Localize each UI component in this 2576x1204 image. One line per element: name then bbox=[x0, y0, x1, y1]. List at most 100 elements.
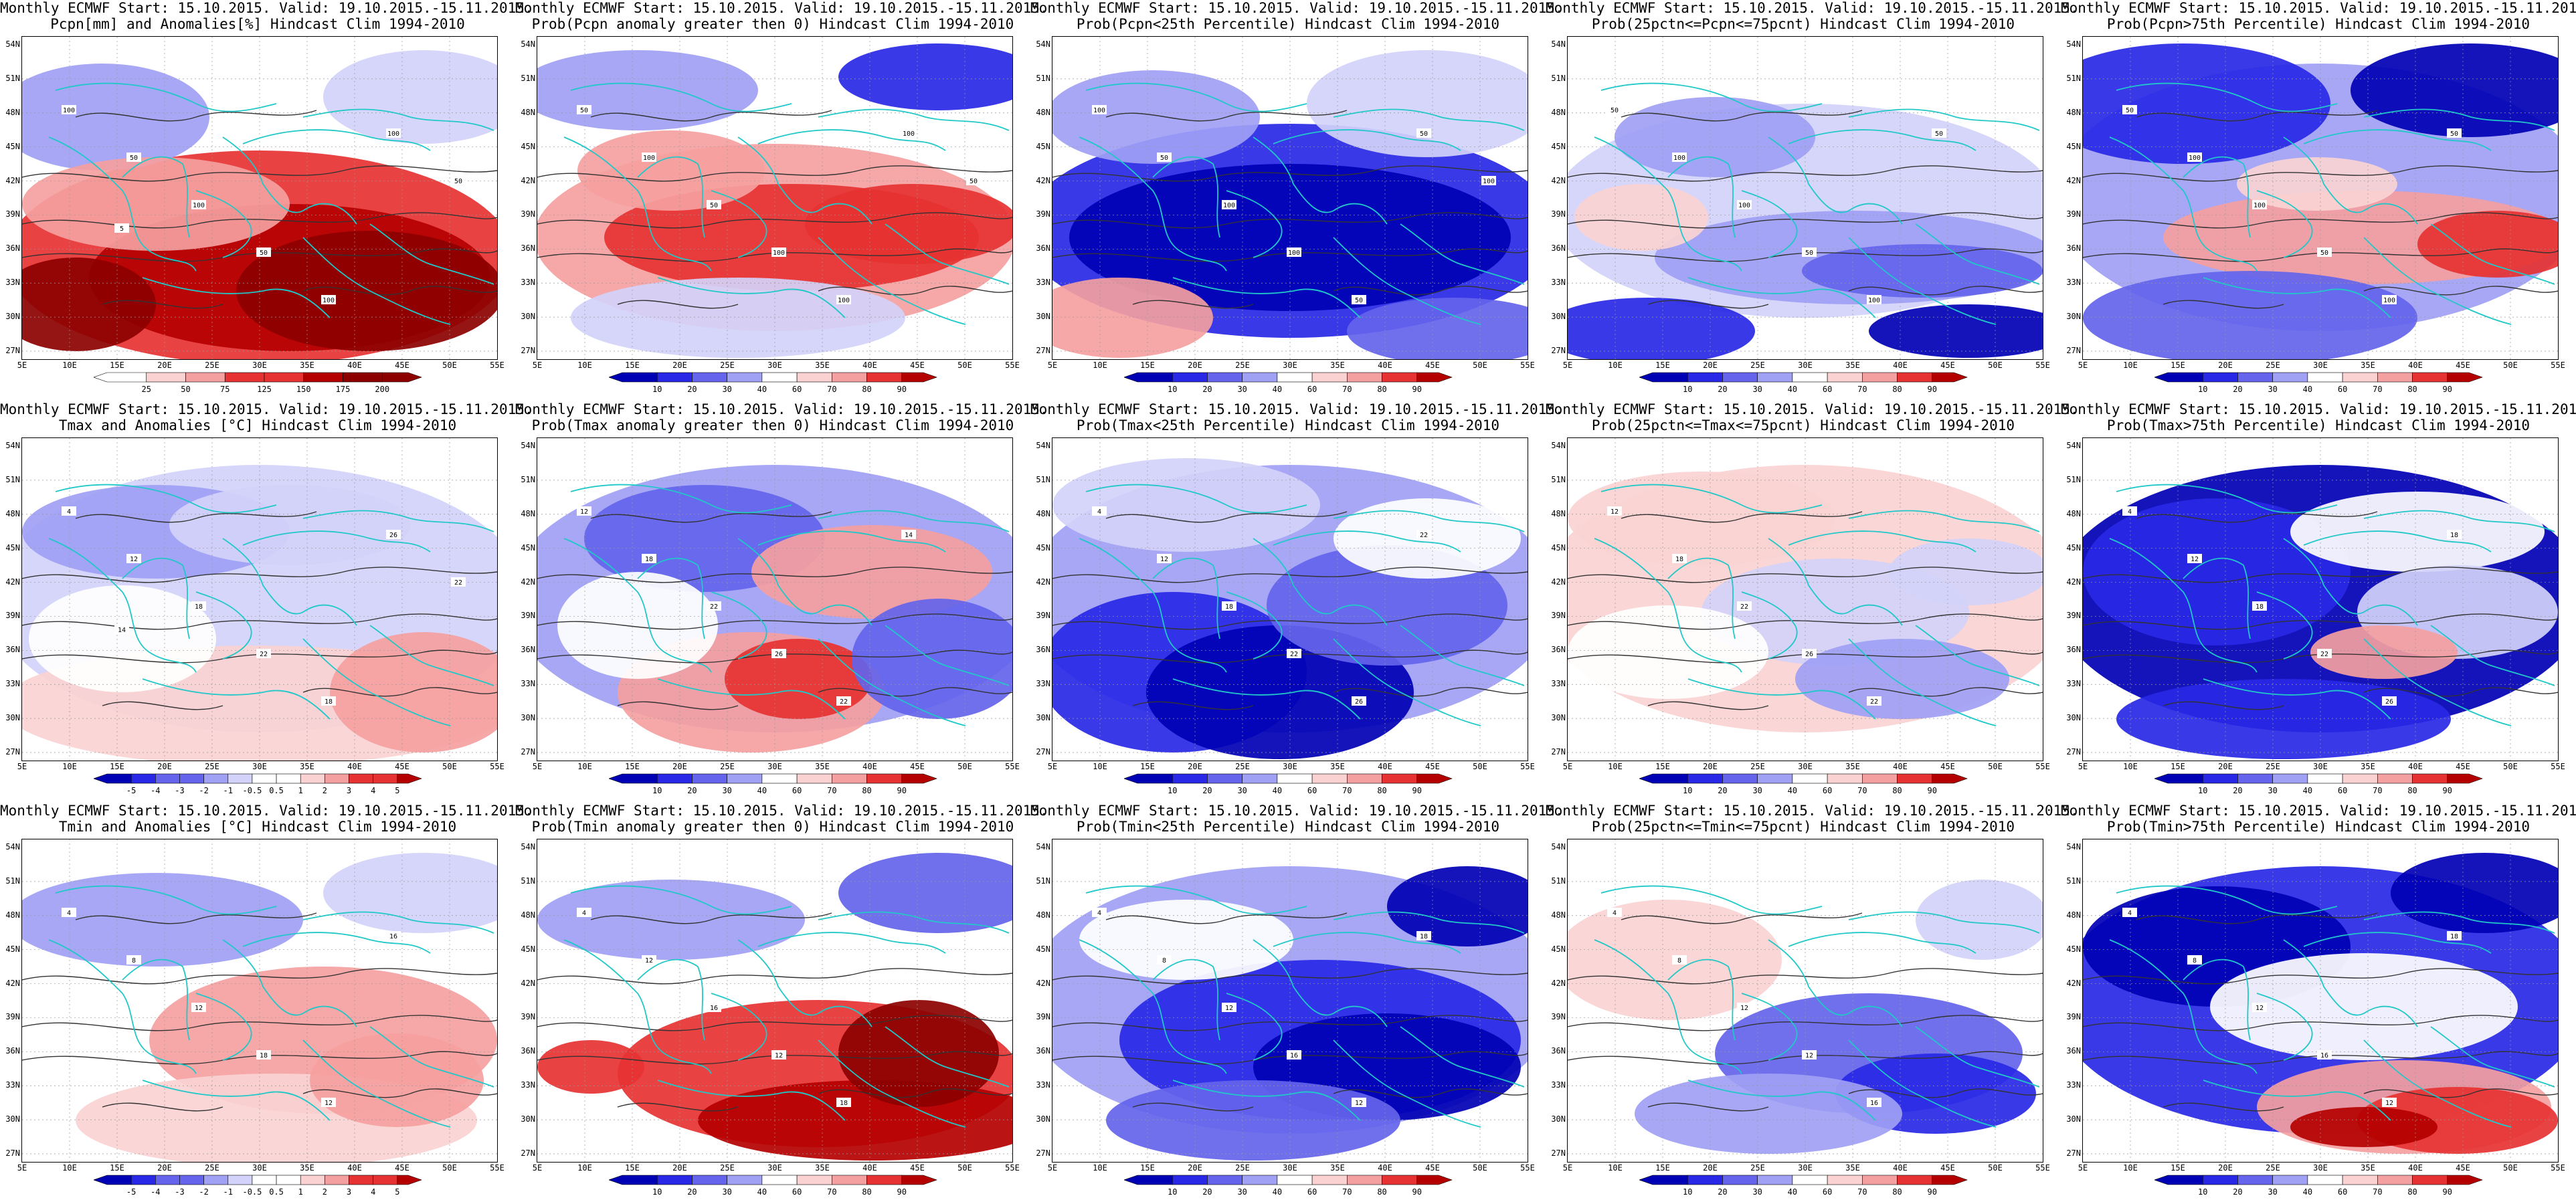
svg-text:22: 22 bbox=[1740, 603, 1748, 611]
contour-line bbox=[2083, 968, 2558, 985]
svg-text:22: 22 bbox=[710, 603, 718, 611]
longitude-label: 40E bbox=[862, 762, 877, 771]
longitude-label: 5E bbox=[1047, 762, 1058, 771]
longitude-label: 5E bbox=[1562, 361, 1573, 370]
latitude-label: 33N bbox=[2066, 679, 2081, 689]
longitude-label: 35E bbox=[2361, 361, 2375, 370]
colorbar-swatch bbox=[1416, 1175, 1453, 1185]
colorbar-swatch bbox=[2447, 372, 2483, 383]
colorbar-tick-label: 20 bbox=[1202, 786, 1212, 795]
coastline bbox=[737, 136, 872, 225]
shaded-region bbox=[323, 853, 497, 933]
coastline bbox=[1079, 538, 1227, 673]
colorbar-tick-label: 3 bbox=[347, 786, 351, 795]
contour-line bbox=[22, 968, 497, 985]
shaded-region bbox=[557, 572, 718, 679]
latitude-label: 51N bbox=[1036, 876, 1050, 886]
colorbar-swatch bbox=[1347, 773, 1382, 784]
latitude-label: 42N bbox=[2066, 577, 2081, 587]
contour-line bbox=[2083, 613, 2558, 630]
latitude-label: 54N bbox=[521, 39, 535, 49]
contour-label: 12 bbox=[1607, 506, 1622, 516]
latitude-label: 54N bbox=[5, 842, 20, 851]
coastline bbox=[302, 638, 451, 726]
longitude-label: 50E bbox=[1988, 1163, 2003, 1173]
coastline bbox=[2430, 625, 2555, 686]
longitude-label: 40E bbox=[2408, 762, 2423, 771]
contour-line bbox=[818, 687, 1012, 697]
svg-text:22: 22 bbox=[454, 579, 462, 587]
colorbar-swatch bbox=[2202, 372, 2238, 383]
contour-line bbox=[1052, 248, 1528, 262]
latitude-label: 51N bbox=[5, 876, 20, 886]
colorbar-swatch bbox=[1347, 1175, 1382, 1185]
colorbar-tick-label: 60 bbox=[1307, 786, 1317, 795]
coastline bbox=[2363, 510, 2555, 532]
coastline bbox=[657, 678, 846, 720]
longitude-label: 5E bbox=[17, 762, 27, 771]
svg-text:50: 50 bbox=[454, 178, 462, 185]
contour-label: 12 bbox=[642, 955, 656, 965]
coastline bbox=[1226, 591, 1283, 660]
contour-label: 12 bbox=[2382, 1098, 2397, 1107]
contour-line bbox=[818, 1088, 1012, 1098]
latitude-label: 27N bbox=[1551, 1148, 1566, 1158]
panel-title-line2: Prob(Pcpn anomaly greater then 0) Hindca… bbox=[531, 16, 1014, 32]
coastline bbox=[1848, 638, 1997, 726]
svg-text:4: 4 bbox=[1613, 910, 1617, 917]
longitude-label: 15E bbox=[1140, 1163, 1155, 1173]
svg-text:12: 12 bbox=[775, 1052, 783, 1060]
svg-text:5: 5 bbox=[120, 225, 124, 233]
coastline bbox=[2109, 538, 2258, 673]
svg-text:22: 22 bbox=[1420, 532, 1428, 539]
longitude-label: 50E bbox=[2503, 361, 2518, 370]
map-panel: Monthly ECMWF Start: 15.10.2015. Valid: … bbox=[1546, 401, 2079, 803]
contour-line bbox=[2136, 110, 2378, 122]
colorbar-swatch bbox=[1311, 372, 1348, 383]
longitude-label: 55E bbox=[2035, 361, 2050, 370]
colorbar-tick-label: 10 bbox=[1683, 1187, 1692, 1197]
longitude-label: 35E bbox=[815, 1163, 830, 1173]
latitude-label: 48N bbox=[1551, 508, 1566, 518]
contour-label: 18 bbox=[2447, 931, 2462, 940]
latitude-label: 39N bbox=[521, 209, 535, 219]
colorbar-tick-label: 70 bbox=[1857, 385, 1867, 394]
colorbar-swatch bbox=[2307, 1175, 2343, 1185]
colorbar-swatch bbox=[1862, 1175, 1898, 1185]
colorbar-tick-label: 90 bbox=[897, 786, 907, 795]
coastline bbox=[2283, 538, 2418, 626]
shaded-region bbox=[537, 1040, 644, 1094]
colorbar-swatch bbox=[656, 1175, 693, 1185]
latitude-label: 45N bbox=[5, 542, 20, 553]
svg-text:50: 50 bbox=[1160, 155, 1168, 162]
longitude-label: 35E bbox=[815, 762, 830, 771]
latitude-label: 27N bbox=[2066, 1148, 2081, 1158]
latitude-label: 51N bbox=[5, 73, 20, 83]
contour-line bbox=[302, 286, 497, 296]
colorbar-tick-label: -2 bbox=[199, 786, 208, 795]
contour-label: 18 bbox=[642, 554, 656, 563]
svg-text:16: 16 bbox=[710, 1005, 718, 1012]
colorbar-swatch bbox=[1757, 773, 1793, 784]
longitude-label: 45E bbox=[1425, 1163, 1440, 1173]
colorbar: -5 -4 -3 -2 -1 -0.5 0.5 1 2 3 4 5 bbox=[94, 773, 422, 795]
shaded-region bbox=[2417, 211, 2558, 278]
colorbar-swatch bbox=[1207, 372, 1243, 383]
longitude-label: 55E bbox=[2551, 762, 2565, 771]
contour-line bbox=[1052, 649, 1528, 664]
contour-label: 22 bbox=[256, 649, 271, 658]
panel-title-line2: Prob(Tmin>75th Percentile) Hindcast Clim… bbox=[2106, 819, 2531, 835]
longitude-label: 50E bbox=[1988, 361, 2003, 370]
colorbar-tick-label: 30 bbox=[1752, 385, 1762, 394]
contour-line bbox=[1052, 212, 1528, 229]
panel-title-line1: Monthly ECMWF Start: 15.10.2015. Valid: … bbox=[515, 401, 1048, 417]
colorbar: 10 20 30 40 60 70 80 90 bbox=[2154, 773, 2483, 795]
contour-label: 50 bbox=[2122, 105, 2137, 114]
coastline bbox=[818, 108, 1010, 131]
latitude-label: 42N bbox=[1551, 978, 1566, 988]
colorbar-swatch bbox=[1242, 773, 1278, 784]
colorbar-swatch bbox=[1827, 773, 1863, 784]
longitude-label: 50E bbox=[442, 1163, 457, 1173]
longitude-label: 45E bbox=[395, 1163, 409, 1173]
contour-line bbox=[1568, 212, 2043, 229]
